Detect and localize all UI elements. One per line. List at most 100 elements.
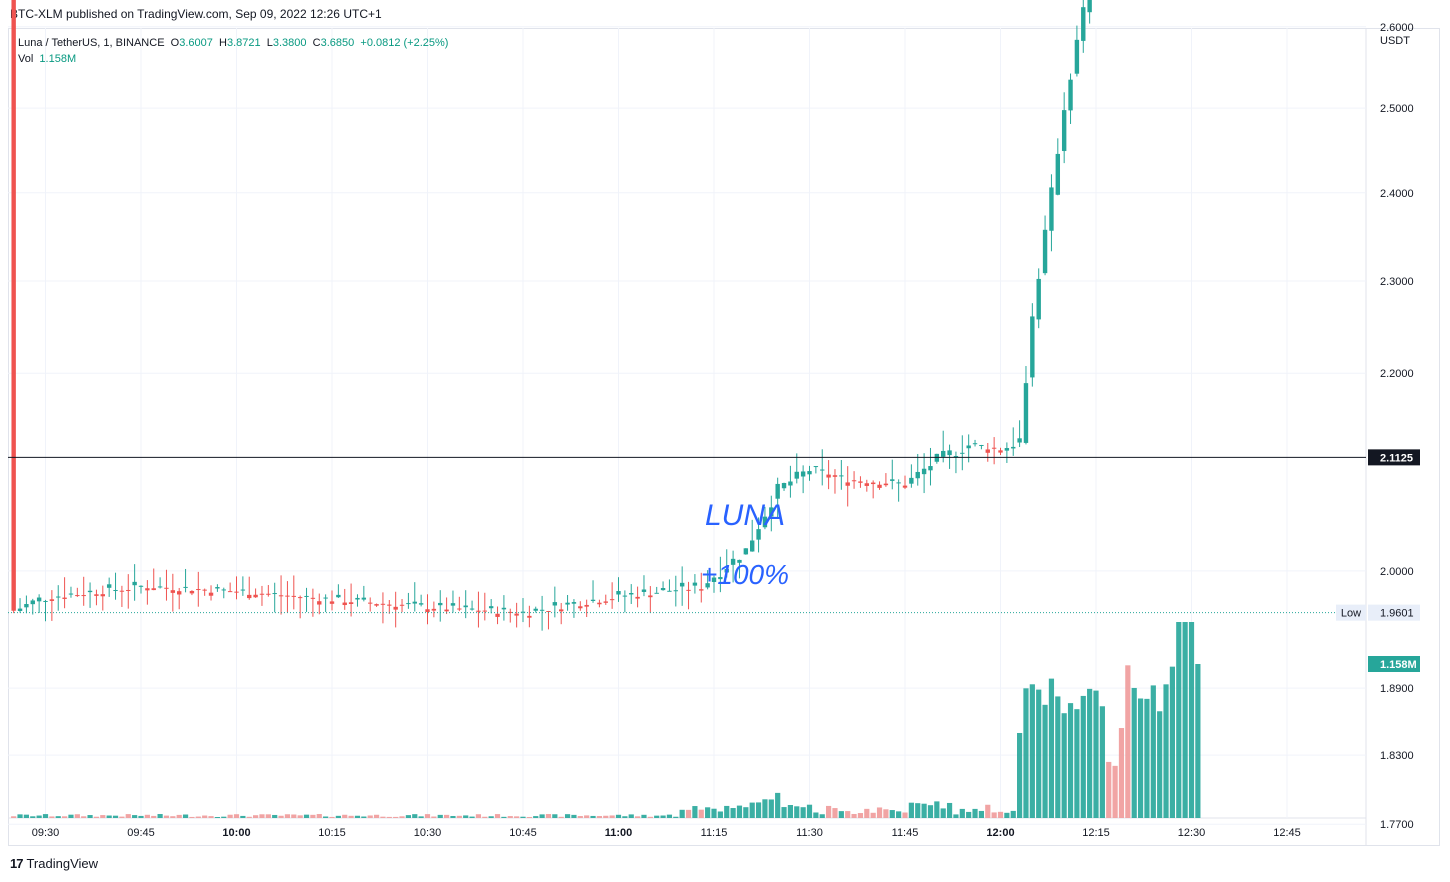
candle-body xyxy=(476,610,481,612)
volume-bar xyxy=(424,814,431,818)
candle-body xyxy=(539,609,545,611)
volume-bar xyxy=(68,814,74,818)
candle-body xyxy=(883,483,889,486)
volume-bar xyxy=(418,816,424,818)
candle-body xyxy=(425,609,430,613)
candle-body xyxy=(317,601,322,605)
volume-bar xyxy=(870,812,876,818)
candle-body xyxy=(380,603,386,605)
candle-body xyxy=(1011,446,1016,449)
volume-bar xyxy=(463,815,469,818)
volume-bar xyxy=(679,809,685,818)
candle-body xyxy=(1017,438,1022,443)
volume-bar xyxy=(1195,664,1201,818)
volume-bar xyxy=(724,805,730,818)
volume-bar xyxy=(507,816,513,818)
candle-body xyxy=(616,591,621,595)
candle-body xyxy=(221,589,226,591)
volume-bar xyxy=(182,814,189,818)
legend-symbol[interactable]: Luna / TetherUS, 1, BINANCE xyxy=(18,37,165,49)
volume-bar xyxy=(985,804,991,818)
volume-bar xyxy=(253,815,259,818)
volume-bar xyxy=(11,816,17,818)
volume-bar xyxy=(112,815,119,818)
volume-bar xyxy=(157,814,163,818)
volume-bar xyxy=(1169,666,1176,818)
volume-bar xyxy=(577,816,583,818)
volume-bar xyxy=(1163,684,1169,818)
candle-body xyxy=(743,548,749,555)
candle-body xyxy=(247,594,252,599)
time-axis: 09:30 09:45 10:00 10:15 10:30 10:45 11:00 11:15… xyxy=(32,827,1301,839)
candle-body xyxy=(890,479,895,481)
volume-bar xyxy=(100,815,106,818)
price-tick-label: 1.7700 xyxy=(1380,819,1414,831)
candle-body xyxy=(788,481,793,486)
candle-body xyxy=(960,452,965,454)
price-tick-label: 2.5000 xyxy=(1380,103,1414,115)
volume-bar xyxy=(1118,728,1125,818)
candle-body xyxy=(724,568,729,573)
volume-bar xyxy=(755,802,762,818)
price-tick-label: 2.4000 xyxy=(1380,188,1414,200)
candle-body xyxy=(1023,383,1029,443)
volume-bar xyxy=(367,815,373,818)
candle-body xyxy=(215,587,220,589)
volume-bar xyxy=(927,805,934,818)
volume-bar xyxy=(1093,690,1099,818)
volume-bar xyxy=(17,814,23,818)
candle-body xyxy=(858,481,863,483)
candle-body xyxy=(826,474,831,478)
chart-frame[interactable] xyxy=(8,28,1440,846)
time-tick-label: 11:00 xyxy=(605,827,633,839)
candle-body xyxy=(864,483,870,486)
candle-body xyxy=(679,582,685,587)
candle-body xyxy=(699,589,704,591)
price-tick-label: 2.6000 xyxy=(1380,22,1414,34)
volume-bar xyxy=(813,812,819,818)
candle-body xyxy=(985,449,990,453)
volume-bar xyxy=(62,816,68,818)
volume-bar xyxy=(49,816,55,818)
volume-bar xyxy=(163,815,170,818)
candle-body xyxy=(227,591,233,593)
volume-bar xyxy=(1099,706,1105,818)
candle-body xyxy=(56,596,61,598)
volume-bar xyxy=(902,812,908,818)
candle-body xyxy=(36,597,42,602)
candle-body xyxy=(609,599,615,601)
volume-bar xyxy=(749,802,755,818)
volume-bar xyxy=(641,814,647,818)
volume-bar xyxy=(1150,685,1156,818)
footer-branding[interactable]: 17 TradingView xyxy=(10,856,98,871)
volume-bar xyxy=(959,808,965,818)
price-tick-label: 1.8300 xyxy=(1380,750,1414,762)
candle-body xyxy=(1049,187,1054,231)
legend-o-label: O xyxy=(170,37,180,49)
volume-bar xyxy=(762,799,768,818)
candle-body xyxy=(126,589,131,591)
volume-bar xyxy=(889,810,895,818)
volume-bar xyxy=(1080,695,1086,818)
candle-body xyxy=(571,602,577,604)
volume-bar xyxy=(736,805,743,818)
volume-bar xyxy=(469,816,475,818)
candle-body xyxy=(552,602,558,606)
time-tick-label: 11:30 xyxy=(796,827,823,839)
candle-body xyxy=(488,606,494,609)
legend: Luna / TetherUS, 1, BINANCE O3.6007 H3.8… xyxy=(18,35,448,67)
candle-body xyxy=(1081,7,1086,41)
candle-body xyxy=(259,593,265,595)
volume-bar xyxy=(832,808,838,818)
candle-body xyxy=(546,611,551,613)
candle-body xyxy=(87,590,93,593)
candle-body xyxy=(947,450,952,456)
candle-body xyxy=(533,608,538,611)
volume-bar xyxy=(806,804,813,818)
volume-bar xyxy=(138,815,144,818)
volume-bar xyxy=(1074,709,1080,818)
price-axis: USDT3.80003.60003.40003.20003.00002.9000… xyxy=(1380,22,1414,831)
candle-body xyxy=(431,608,437,611)
volume-bar xyxy=(93,816,100,818)
